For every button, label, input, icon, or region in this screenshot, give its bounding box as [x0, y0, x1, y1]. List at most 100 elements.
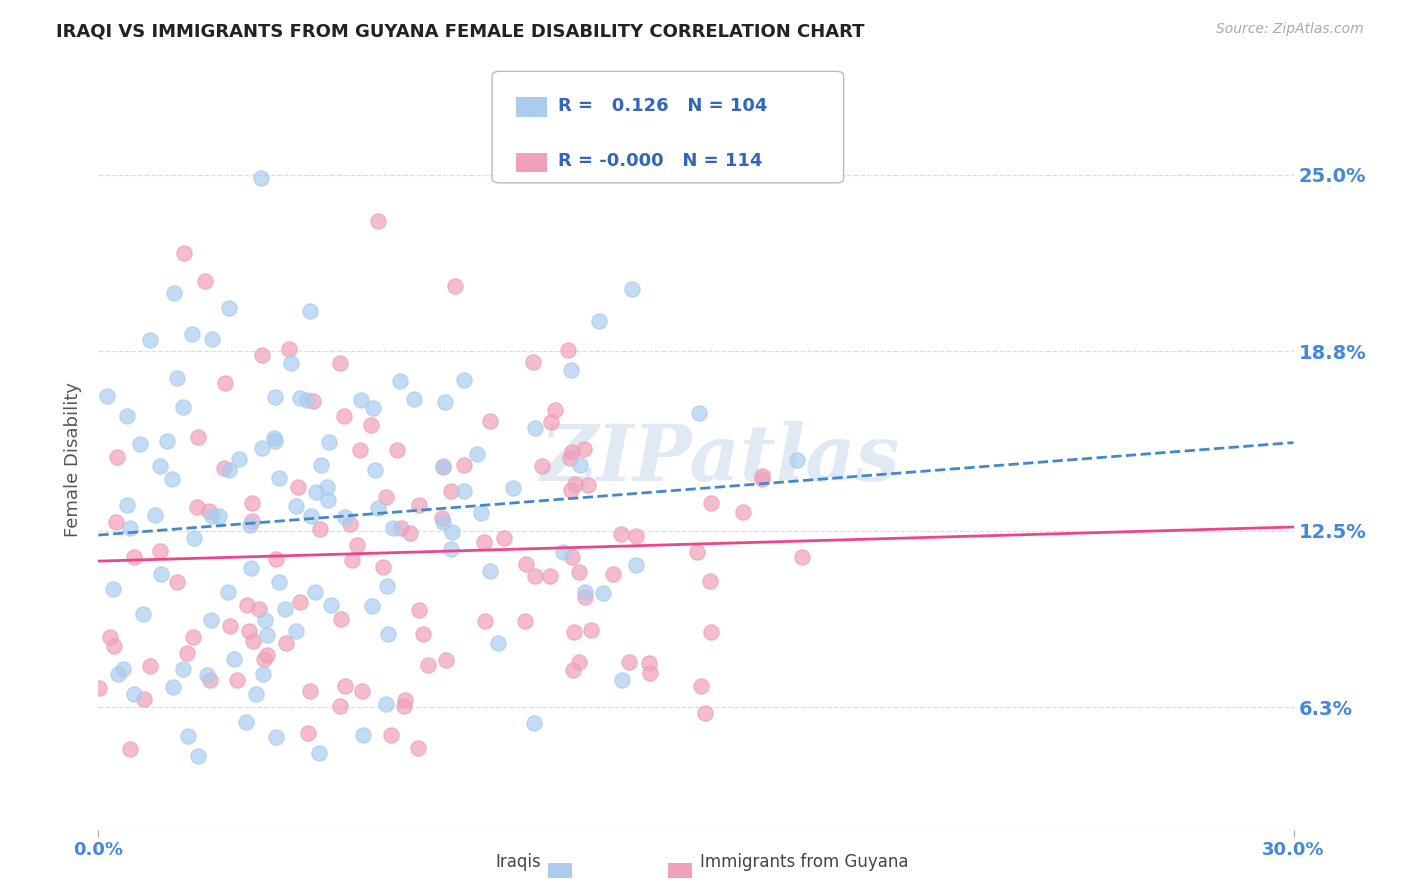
Point — [610, 527, 633, 541]
Point — [107, 666, 129, 681]
Point — [624, 529, 647, 543]
Point — [177, 729, 200, 743]
Point — [285, 499, 308, 513]
Point — [574, 590, 596, 604]
Point — [398, 526, 420, 541]
Point — [305, 484, 328, 499]
Point — [472, 535, 495, 549]
Point — [267, 471, 290, 485]
Point — [222, 652, 245, 666]
Point — [432, 511, 454, 525]
Point — [786, 453, 808, 467]
Point — [112, 662, 135, 676]
Point — [478, 414, 501, 428]
Point — [218, 463, 240, 477]
Point — [453, 373, 475, 387]
Point — [406, 741, 429, 756]
Point — [316, 480, 339, 494]
Point — [561, 549, 583, 564]
Point — [751, 469, 773, 483]
Point — [432, 515, 454, 529]
Point — [685, 545, 707, 559]
Point — [118, 742, 141, 756]
Point — [561, 445, 583, 459]
Point — [560, 362, 582, 376]
Point — [523, 569, 546, 583]
Text: R = -0.000   N = 114: R = -0.000 N = 114 — [558, 153, 762, 170]
Point — [564, 476, 586, 491]
Point — [304, 585, 326, 599]
Point — [538, 569, 561, 583]
Point — [389, 520, 412, 534]
Point — [287, 480, 309, 494]
Point — [557, 343, 579, 358]
Point — [733, 505, 755, 519]
Point — [201, 333, 224, 347]
Point — [250, 441, 273, 455]
Point — [328, 699, 350, 714]
Point — [352, 728, 374, 742]
Point — [576, 478, 599, 492]
Point — [339, 516, 361, 531]
Point — [465, 447, 488, 461]
Point — [486, 636, 509, 650]
Point — [176, 646, 198, 660]
Point — [239, 518, 262, 533]
Point — [250, 348, 273, 362]
Point — [408, 602, 430, 616]
Point — [474, 614, 496, 628]
Point — [335, 510, 357, 524]
Point — [252, 667, 274, 681]
Point — [453, 458, 475, 472]
Point — [624, 558, 647, 573]
Point — [240, 496, 263, 510]
Point — [560, 450, 582, 465]
Point — [619, 655, 641, 669]
Point — [382, 521, 405, 535]
Point — [330, 612, 353, 626]
Point — [700, 496, 723, 510]
Point — [214, 376, 236, 390]
Point — [540, 415, 562, 429]
Point — [264, 730, 287, 744]
Point — [385, 443, 408, 458]
Point — [298, 304, 321, 318]
Point — [225, 673, 247, 688]
Point — [228, 452, 250, 467]
Point — [115, 498, 138, 512]
Point — [297, 726, 319, 740]
Point — [319, 599, 342, 613]
Point — [143, 508, 166, 523]
Point — [569, 458, 592, 472]
Point — [392, 699, 415, 714]
Point — [122, 550, 145, 565]
Point — [105, 515, 128, 529]
Point — [434, 394, 457, 409]
Point — [197, 504, 219, 518]
Point — [139, 658, 162, 673]
Point — [342, 553, 364, 567]
Point — [218, 301, 240, 315]
Point — [695, 706, 717, 720]
Point — [602, 567, 624, 582]
Point — [256, 648, 278, 662]
Point — [349, 443, 371, 458]
Point — [531, 459, 554, 474]
Point — [333, 409, 356, 423]
Point — [329, 356, 352, 370]
Point — [299, 508, 322, 523]
Point — [374, 697, 396, 711]
Point — [434, 653, 457, 667]
Point — [253, 651, 276, 665]
Point — [183, 531, 205, 545]
Point — [187, 430, 209, 444]
Point — [502, 481, 524, 495]
Point — [360, 418, 382, 433]
Point — [688, 406, 710, 420]
Point — [494, 531, 516, 545]
Point — [402, 392, 425, 406]
Point — [242, 514, 264, 528]
Point — [350, 393, 373, 408]
Point — [160, 472, 183, 486]
Point — [371, 559, 394, 574]
